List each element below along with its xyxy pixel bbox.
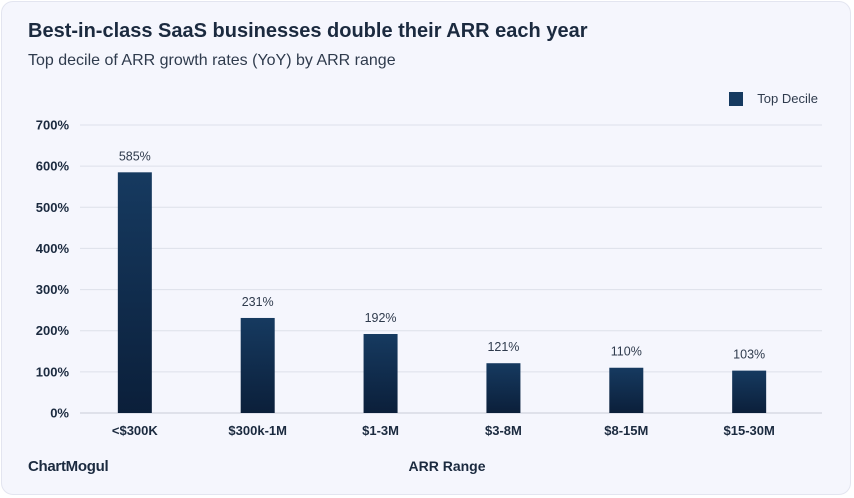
y-tick-label: 300%: [36, 282, 70, 297]
bar: [117, 172, 152, 413]
legend: Top Decile: [729, 91, 818, 106]
data-label: 192%: [365, 311, 397, 325]
bar: [732, 370, 767, 413]
x-tick-label: $8-15M: [604, 423, 648, 438]
y-tick-label: 200%: [36, 323, 70, 338]
bar: [486, 363, 521, 413]
y-tick-label: 700%: [36, 118, 70, 133]
bar: [609, 367, 644, 413]
y-tick-label: 500%: [36, 200, 70, 215]
data-label: 585%: [119, 149, 151, 163]
x-tick-label: <$300K: [112, 423, 159, 438]
x-tick-label: $300k-1M: [228, 423, 287, 438]
bar: [240, 317, 275, 413]
y-tick-label: 400%: [36, 241, 70, 256]
bar: [363, 334, 398, 413]
data-label: 231%: [242, 295, 274, 309]
x-tick-label: $1-3M: [362, 423, 399, 438]
chart-title: Best-in-class SaaS businesses double the…: [28, 20, 588, 42]
legend-label: Top Decile: [757, 91, 818, 106]
legend-swatch: [729, 91, 744, 106]
chart-subtitle: Top decile of ARR growth rates (YoY) by …: [28, 52, 396, 69]
y-tick-label: 0%: [50, 406, 69, 421]
y-tick-label: 100%: [36, 364, 70, 379]
x-tick-label: $15-30M: [724, 423, 775, 438]
data-label: 110%: [611, 345, 642, 359]
x-tick-label: $3-8M: [485, 423, 522, 438]
y-tick-label: 600%: [36, 159, 70, 174]
x-axis-title: ARR Range: [408, 458, 485, 474]
data-label: 103%: [733, 348, 765, 362]
data-label: 121%: [487, 340, 519, 354]
brand-logo: ChartMogul: [28, 458, 109, 475]
